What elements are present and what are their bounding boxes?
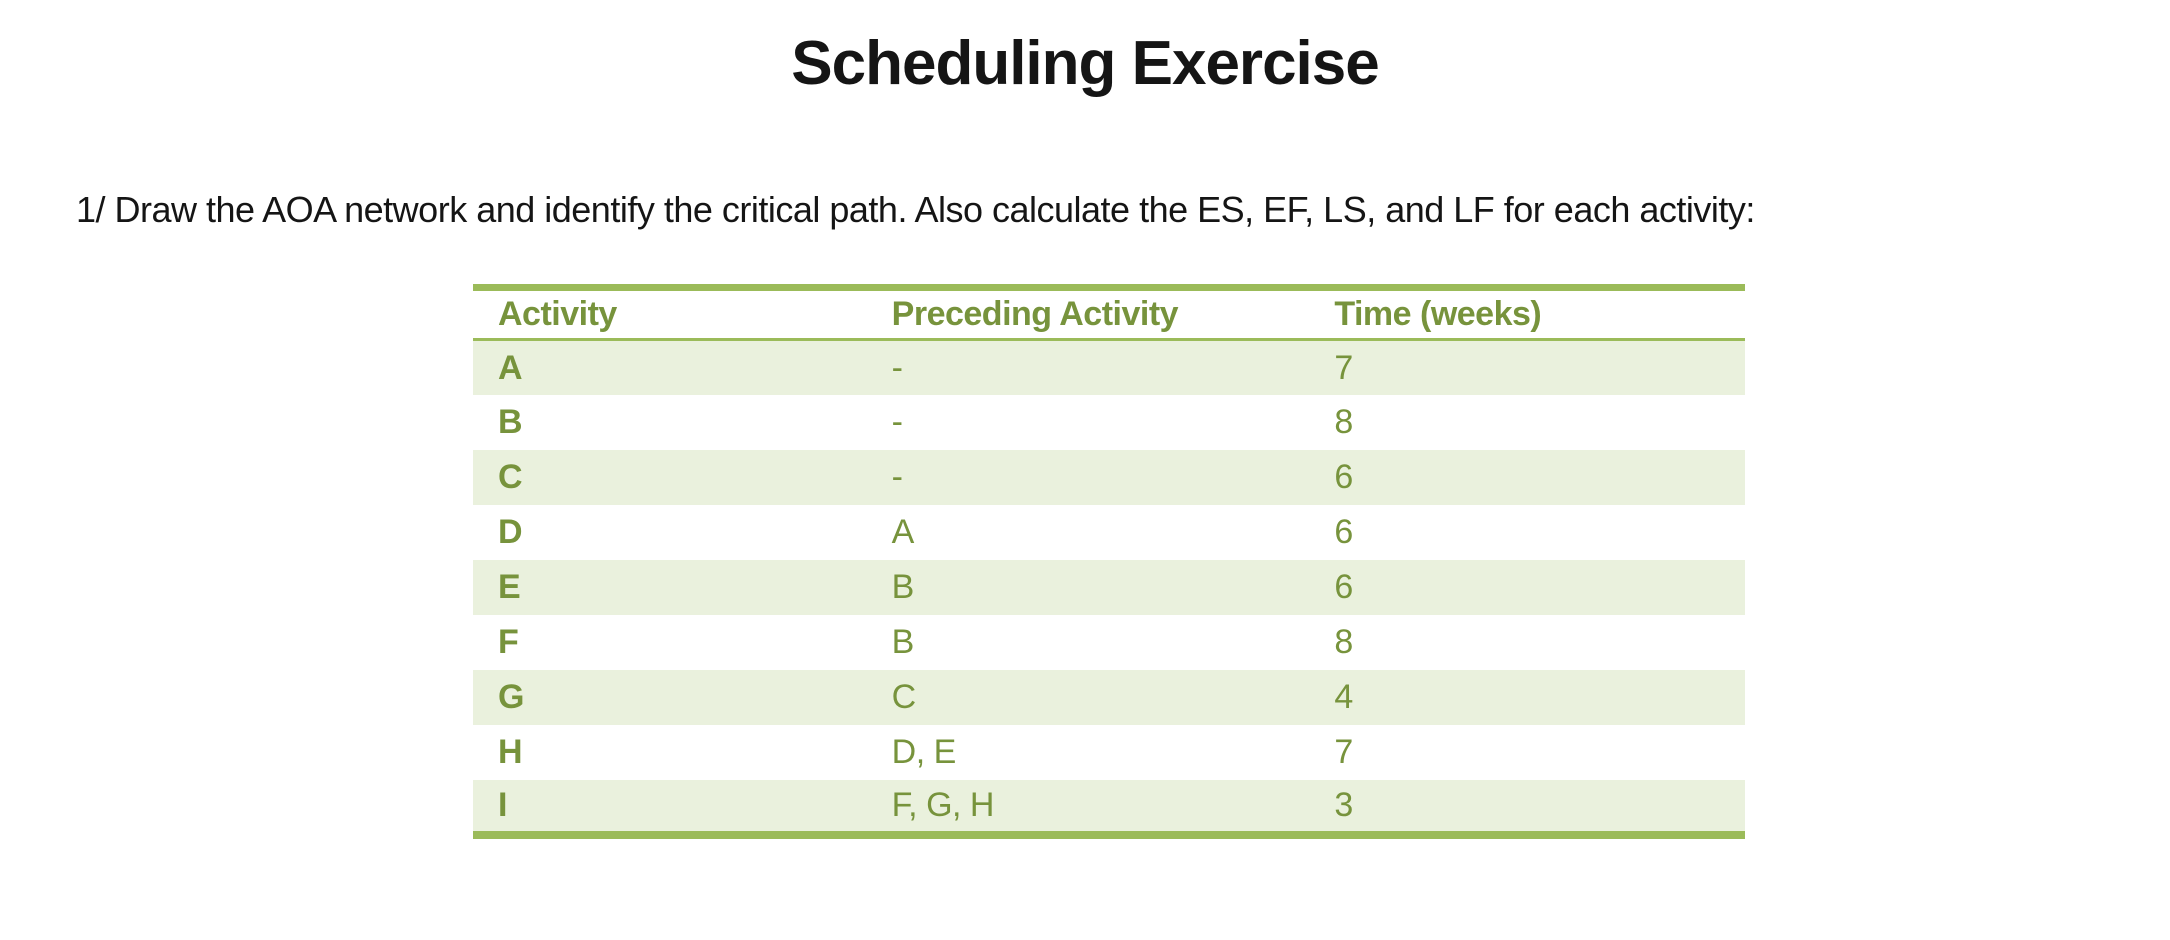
preceding-cell: F, G, H <box>891 785 995 824</box>
time-cell: 7 <box>1334 348 1353 387</box>
activity-cell: G <box>498 677 524 716</box>
preceding-cell: - <box>891 348 903 387</box>
time-cell: 6 <box>1334 512 1353 551</box>
page-title: Scheduling Exercise <box>791 29 1379 98</box>
activity-cell: E <box>498 567 521 606</box>
activity-cell: C <box>498 457 523 496</box>
table-row: E B 6 <box>473 559 1745 615</box>
table-row: F B 8 <box>473 615 1745 670</box>
time-cell: 3 <box>1334 785 1353 824</box>
table-row: H D, E 7 <box>473 725 1745 780</box>
table-row: I F, G, H 3 <box>473 779 1745 835</box>
preceding-cell: A <box>891 512 915 551</box>
column-header-time-weeks: Time (weeks) <box>1334 295 1542 334</box>
table-row: G C 4 <box>473 669 1745 725</box>
preceding-cell: B <box>891 622 915 661</box>
activity-cell: I <box>498 785 507 824</box>
activity-cell: B <box>498 402 523 441</box>
activity-cell: F <box>498 622 519 661</box>
time-cell: 4 <box>1334 677 1353 716</box>
activity-table: Activity Preceding Activity Time (weeks)… <box>473 284 1745 839</box>
preceding-cell: - <box>891 402 903 441</box>
table-row: B - 8 <box>473 395 1745 450</box>
time-cell: 6 <box>1334 567 1353 606</box>
preceding-cell: B <box>891 567 915 606</box>
table-header-row: Activity Preceding Activity Time (weeks) <box>473 287 1745 340</box>
preceding-cell: D, E <box>891 732 957 771</box>
activity-cell: A <box>498 348 523 387</box>
activity-table-container: Activity Preceding Activity Time (weeks)… <box>473 284 1745 839</box>
time-cell: 8 <box>1334 622 1353 661</box>
time-cell: 7 <box>1334 732 1353 771</box>
column-header-activity: Activity <box>498 295 617 334</box>
preceding-cell: C <box>891 677 917 716</box>
time-cell: 8 <box>1334 402 1353 441</box>
table-row: A - 7 <box>473 339 1745 395</box>
table-row: C - 6 <box>473 449 1745 505</box>
column-header-preceding-activity: Preceding Activity <box>891 295 1179 334</box>
document-page: { "document": { "title": "Scheduling Exe… <box>0 28 2170 940</box>
activity-cell: H <box>498 732 523 771</box>
table-row: D A 6 <box>473 505 1745 560</box>
exercise-instruction: 1/ Draw the AOA network and identify the… <box>76 189 1755 231</box>
preceding-cell: - <box>891 457 903 496</box>
activity-cell: D <box>498 512 523 551</box>
time-cell: 6 <box>1334 457 1353 496</box>
